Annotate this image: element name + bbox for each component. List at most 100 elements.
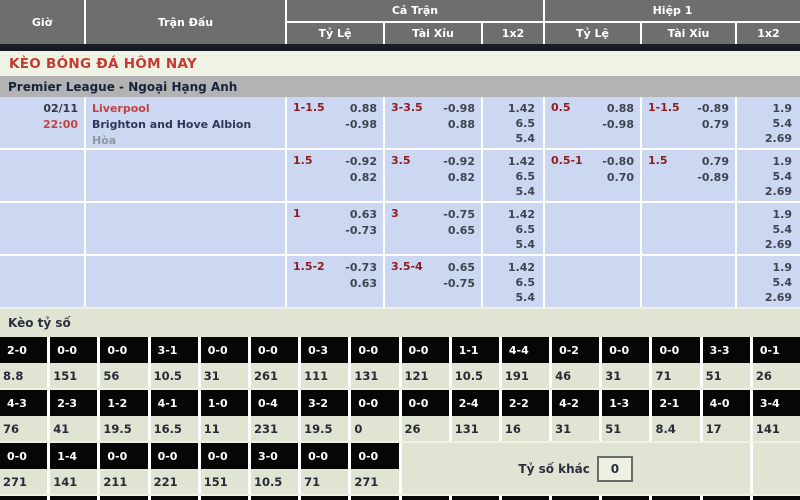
other-score-value[interactable]: 0 <box>596 455 633 482</box>
score-odd[interactable]: 11 <box>203 421 220 436</box>
score-odd[interactable]: 271 <box>3 474 28 489</box>
fulltime-handicap-odd-2[interactable]: 0.63 <box>349 277 377 290</box>
score-odd[interactable]: 131 <box>454 421 479 436</box>
score-odd[interactable]: 31 <box>203 368 220 383</box>
score-odd[interactable]: 51 <box>605 421 622 436</box>
fulltime-overunder-odd-1[interactable]: 0.65 <box>447 261 475 274</box>
fulltime-1x2-odd-3[interactable]: 5.4 <box>515 132 536 145</box>
fulltime-1x2-odd-2[interactable]: 6.5 <box>515 170 536 183</box>
score-odd[interactable]: 17 <box>705 421 722 436</box>
fulltime-1x2-odd-3[interactable]: 5.4 <box>515 185 536 198</box>
firsthalf-handicap-odd-1[interactable]: 0.88 <box>606 102 634 115</box>
score-odd[interactable]: 121 <box>404 368 429 383</box>
fulltime-1x2-odd-1[interactable]: 1.42 <box>507 102 535 115</box>
score-odd[interactable]: 16 <box>504 421 521 436</box>
fulltime-1x2-odd-3[interactable]: 5.4 <box>515 291 536 304</box>
score-label: 1-1 <box>451 337 499 363</box>
score-odd[interactable]: 131 <box>354 368 379 383</box>
score-odd[interactable]: 151 <box>53 368 78 383</box>
fulltime-overunder-odd-1[interactable]: -0.75 <box>443 208 475 221</box>
firsthalf-overunder-odd-2[interactable]: 0.79 <box>701 118 729 131</box>
firsthalf-1x2-odd-2[interactable]: 5.4 <box>772 117 793 130</box>
firsthalf-1x2-odd-1[interactable]: 1.9 <box>772 261 793 274</box>
score-odd[interactable]: 71 <box>304 474 321 489</box>
fulltime-handicap-odd-2[interactable]: 0.82 <box>349 171 377 184</box>
firsthalf-1x2-odd-3[interactable]: 2.69 <box>764 291 792 304</box>
fulltime-1x2-odd-2[interactable]: 6.5 <box>515 276 536 289</box>
firsthalf-overunder-odd-2[interactable]: -0.89 <box>697 171 729 184</box>
fulltime-1x2-odd-2[interactable]: 6.5 <box>515 223 536 236</box>
score-odd[interactable]: 26 <box>755 368 772 383</box>
score-odd[interactable]: 10.5 <box>253 474 283 489</box>
fulltime-1x2-odd-1[interactable]: 1.42 <box>507 208 535 221</box>
fulltime-overunder-odd-2[interactable]: 0.82 <box>447 171 475 184</box>
firsthalf-1x2-odd-3[interactable]: 2.69 <box>764 132 792 145</box>
score-odd[interactable]: 141 <box>755 421 780 436</box>
fulltime-overunder-odd-2[interactable]: -0.75 <box>443 277 475 290</box>
fulltime-overunder-odd-2[interactable]: 0.65 <box>447 224 475 237</box>
score-label: 0-0 <box>602 337 650 363</box>
firsthalf-handicap-cell <box>545 203 640 254</box>
fulltime-handicap-odd-1[interactable]: 0.63 <box>349 208 377 221</box>
score-odd[interactable]: 261 <box>253 368 278 383</box>
fulltime-handicap-odd-2[interactable]: -0.98 <box>345 118 377 131</box>
score-odd[interactable]: 221 <box>153 474 178 489</box>
score-odd[interactable]: 211 <box>103 474 128 489</box>
score-odd[interactable]: 46 <box>555 368 572 383</box>
firsthalf-1x2-odd-2[interactable]: 5.4 <box>772 276 793 289</box>
score-odd[interactable]: 41 <box>53 421 70 436</box>
score-odd[interactable]: 16.5 <box>153 421 182 436</box>
firsthalf-1x2-odd-1[interactable]: 1.9 <box>772 102 793 115</box>
fulltime-1x2-odd-1[interactable]: 1.42 <box>507 261 535 274</box>
fulltime-1x2-cell: 1.42 6.5 5.4 <box>483 150 543 201</box>
odds-row: 02/11 22:00 Liverpool Brighton and Hove Alb… <box>0 97 800 148</box>
fulltime-1x2-odd-3[interactable]: 5.4 <box>515 238 536 251</box>
score-odd[interactable]: 26 <box>404 421 421 436</box>
league-header[interactable]: Premier League - Ngoại Hạng Anh <box>0 76 800 97</box>
firsthalf-1x2-odd-2[interactable]: 5.4 <box>772 223 793 236</box>
firsthalf-1x2-odd-1[interactable]: 1.9 <box>772 155 793 168</box>
score-odd[interactable]: 151 <box>203 474 228 489</box>
score-odd[interactable]: 19.5 <box>103 421 132 436</box>
fulltime-handicap-odd-2[interactable]: -0.73 <box>345 224 377 237</box>
firsthalf-1x2-odd-3[interactable]: 2.69 <box>764 238 792 251</box>
score-odd[interactable]: 71 <box>655 368 672 383</box>
score-odd[interactable]: 271 <box>354 474 379 489</box>
odds-row: 1.5 -0.92 0.82 3.5 -0.92 0.82 1.42 6.5 5.4 0.5-1 -… <box>0 150 800 201</box>
score-odd[interactable]: 8.4 <box>655 421 676 436</box>
fulltime-overunder-odd-1[interactable]: -0.92 <box>443 155 475 168</box>
score-odd[interactable]: 31 <box>555 421 572 436</box>
firsthalf-handicap-odd-1[interactable]: -0.80 <box>602 155 634 168</box>
firsthalf-1x2-odd-3[interactable]: 2.69 <box>764 185 792 198</box>
score-odd[interactable]: 31 <box>605 368 622 383</box>
score-odd[interactable]: 0 <box>354 421 363 436</box>
fulltime-handicap-odd-1[interactable]: 0.88 <box>349 102 377 115</box>
score-odd[interactable]: 56 <box>103 368 120 383</box>
firsthalf-1x2-odd-1[interactable]: 1.9 <box>772 208 793 221</box>
fulltime-handicap-odd-1[interactable]: -0.92 <box>345 155 377 168</box>
firsthalf-overunder-odd-1[interactable]: -0.89 <box>697 102 729 115</box>
fulltime-handicap-values: -0.92 0.82 <box>345 154 377 201</box>
score-odd[interactable]: 10.5 <box>454 368 484 383</box>
score-odd[interactable]: 141 <box>53 474 78 489</box>
fulltime-handicap-odd-1[interactable]: -0.73 <box>345 261 377 274</box>
score-label: 4-2 <box>552 390 600 416</box>
firsthalf-handicap-odd-2[interactable]: -0.98 <box>602 118 634 131</box>
firsthalf-handicap-odd-2[interactable]: 0.70 <box>606 171 634 184</box>
score-odd[interactable]: 19.5 <box>304 421 333 436</box>
score-odd[interactable]: 76 <box>3 421 20 436</box>
fulltime-overunder-odd-1[interactable]: -0.98 <box>443 102 475 115</box>
score-odd[interactable]: 10.5 <box>153 368 182 383</box>
score-odd[interactable]: 111 <box>304 368 329 383</box>
score-odd[interactable]: 231 <box>253 421 278 436</box>
fulltime-overunder-odd-2[interactable]: 0.88 <box>447 118 475 131</box>
score-odd[interactable]: 191 <box>504 368 529 383</box>
score-odd[interactable]: 51 <box>705 368 722 383</box>
fulltime-1x2-odd-1[interactable]: 1.42 <box>507 155 535 168</box>
score-odd[interactable]: 8.8 <box>3 368 24 383</box>
fulltime-1x2-odd-2[interactable]: 6.5 <box>515 117 536 130</box>
away-team[interactable]: Brighton and Hove Albion <box>92 118 252 131</box>
firsthalf-overunder-odd-1[interactable]: 0.79 <box>701 155 729 168</box>
home-team[interactable]: Liverpool <box>92 102 150 115</box>
firsthalf-1x2-odd-2[interactable]: 5.4 <box>772 170 793 183</box>
